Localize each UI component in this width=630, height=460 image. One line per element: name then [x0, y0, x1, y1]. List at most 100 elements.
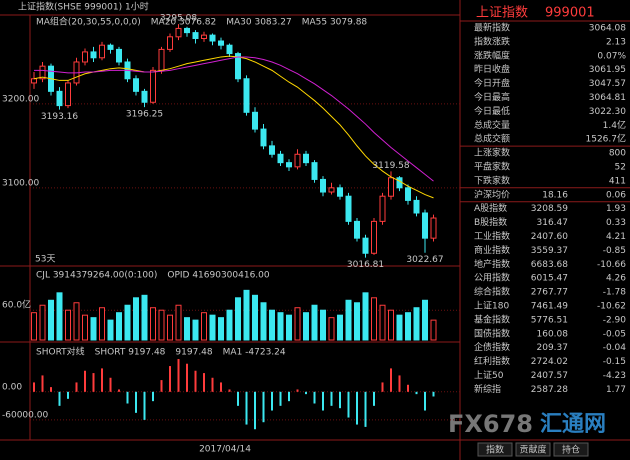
price-annotation: 3295.08 [160, 14, 197, 24]
index-value: 3559.37 [531, 246, 568, 256]
candle-body [388, 177, 394, 197]
candle-body [405, 187, 411, 201]
index-value: 2587.28 [531, 385, 568, 395]
index-change: 1.77 [606, 385, 626, 395]
volume-bar [73, 302, 80, 341]
volume-bar [175, 304, 182, 341]
index-label: 企债指数 [474, 341, 510, 353]
candle-body [311, 162, 318, 180]
quote-value: 3064.81 [589, 93, 626, 103]
candle-body [396, 177, 403, 189]
index-change: -1.78 [603, 288, 627, 298]
candle-body [56, 90, 63, 107]
price-annotation: 3196.25 [126, 110, 163, 120]
index-value: 209.37 [537, 343, 569, 353]
quote-value: 3064.08 [589, 24, 626, 34]
candle-body [39, 65, 46, 80]
candle-body [175, 27, 182, 38]
index-label: 工业指数 [474, 230, 510, 242]
volume-bar [167, 314, 173, 341]
volume-bar [328, 317, 335, 341]
volume-bar [184, 317, 190, 341]
volume-bar [201, 312, 207, 341]
candle-body [192, 32, 199, 39]
quote-label: 指数涨跌 [474, 35, 510, 47]
index-label: 国债指数 [474, 327, 510, 339]
index-label: 上证180 [474, 301, 509, 312]
index-label: 基金指数 [474, 313, 510, 325]
candle-body [286, 162, 292, 168]
tab[interactable] [553, 442, 589, 457]
index-label: 地产指数 [474, 258, 510, 270]
index-change: 0.06 [606, 190, 626, 200]
volume-bar [422, 299, 428, 341]
price-annotation: 3119.58 [372, 161, 409, 171]
quote-label: 今日最高 [474, 91, 510, 103]
candle-body [379, 195, 386, 222]
candle-body [328, 187, 335, 193]
breadth-value: 411 [609, 176, 626, 186]
tab-label[interactable]: 贡献度 [519, 444, 546, 456]
volume-bar [116, 312, 122, 341]
candle-body [218, 40, 224, 46]
indicator-label: MA55 3079.88 [302, 18, 368, 28]
candle-body [430, 217, 437, 239]
tab[interactable] [515, 442, 551, 457]
volume-bar [320, 309, 326, 341]
volume-bar [260, 302, 267, 341]
index-change: -0.05 [603, 329, 626, 339]
candle-body [277, 153, 284, 164]
candle-body [422, 212, 428, 239]
volume-bar [354, 302, 360, 341]
index-value: 6015.47 [531, 274, 568, 284]
volume-bar [269, 309, 275, 341]
volume-bar [48, 299, 54, 341]
candle-body [252, 111, 258, 130]
index-label: 红利指数 [474, 355, 510, 367]
volume-bar [82, 314, 88, 341]
index-label: 沪深均价 [474, 188, 510, 200]
indicator-label: MA组合(20,30,55,0,0,0) [36, 16, 141, 28]
breadth-label: 上涨家数 [474, 147, 510, 159]
index-label: A股指数 [474, 202, 507, 214]
index-label: 新综指 [474, 383, 501, 395]
y-tick-label: 3100.00 [2, 178, 39, 188]
volume-bar [226, 309, 233, 341]
volume-bar [99, 307, 105, 341]
index-value: 5776.51 [531, 315, 568, 325]
tab[interactable] [477, 442, 513, 457]
tab-label[interactable]: 持仓 [562, 444, 580, 456]
candle-body [413, 199, 420, 214]
volume-bar [413, 307, 420, 341]
breadth-label: 下跌家数 [474, 174, 510, 186]
candle-body [65, 82, 71, 107]
price-annotation: 3022.67 [406, 255, 443, 265]
index-label: 公用指数 [474, 272, 510, 284]
candle-body [303, 153, 309, 164]
quote-value: 1.4亿 [603, 119, 626, 131]
index-change: 0.33 [606, 218, 626, 228]
price-annotation: 3193.16 [41, 112, 78, 122]
y-tick-label: 60.0亿 [2, 299, 31, 311]
volume-bar [218, 317, 224, 341]
index-value: 160.08 [537, 329, 569, 339]
index-label: 商业指数 [474, 244, 510, 256]
window-title: 上证指数(SHSE 999001) 1小时 [18, 1, 149, 13]
volume-bar [243, 289, 250, 341]
volume-bar [303, 312, 309, 341]
index-value: 18.16 [542, 190, 568, 200]
index-change: 1.93 [606, 204, 626, 214]
tab-label[interactable]: 指数 [486, 444, 504, 456]
indicator-label: OPID 41690300416.00 [167, 271, 270, 281]
index-value: 316.47 [537, 218, 569, 228]
quote-label: 今日开盘 [474, 77, 510, 89]
y-tick-label: 0.00 [2, 382, 22, 392]
candle-body [362, 237, 369, 254]
volume-bar [209, 314, 216, 341]
volume-bar [133, 297, 139, 341]
index-value: 2767.77 [531, 288, 568, 298]
ma-line [33, 55, 434, 199]
quote-value: 3047.57 [589, 79, 626, 89]
index-change: -0.04 [603, 343, 627, 353]
